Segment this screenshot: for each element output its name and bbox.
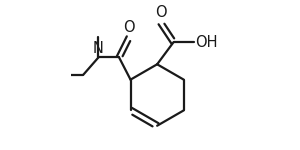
Text: OH: OH: [195, 35, 218, 50]
Text: O: O: [123, 20, 135, 35]
Text: N: N: [93, 41, 104, 56]
Text: O: O: [155, 5, 167, 20]
